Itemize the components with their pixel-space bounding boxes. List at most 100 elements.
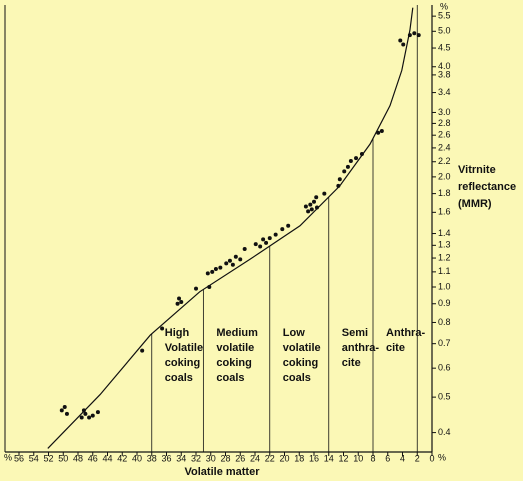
y-tick-label: 2.4 [438,142,451,152]
data-point [205,271,210,276]
region-label: coking [216,357,251,369]
data-point [261,237,266,242]
x-tick-label: 46 [88,453,98,463]
data-point [264,240,269,245]
data-point [354,156,359,161]
data-point [342,169,347,174]
region-label: Low [283,327,305,339]
data-point [210,269,215,274]
x-tick-label: 54 [29,453,39,463]
region-label: coals [216,372,244,384]
data-point [337,177,342,182]
x-tick-label: 42 [117,453,127,463]
y-tick-label: 2.8 [438,118,451,128]
data-point [308,202,313,207]
x-tick-label: 52 [44,453,54,463]
region-label: Anthra- [386,327,425,339]
data-point [267,236,272,241]
y-tick-label: 0.5 [438,392,451,402]
x-tick-label: 26 [235,453,245,463]
x-tick-label: 50 [58,453,68,463]
x-axis-label: Volatile matter [185,466,261,478]
y-tick-label: 0.7 [438,338,451,348]
x-tick-label: 0 [429,453,434,463]
y-tick-label: 1.6 [438,207,451,217]
x-tick-label: 2 [415,453,420,463]
y-tick-label: 1.3 [438,240,451,250]
x-unit: % [4,452,12,462]
x-tick-label: 36 [161,453,171,463]
y-tick-label: 0.8 [438,317,451,327]
data-point [175,301,180,306]
data-point [345,164,350,169]
data-point [309,207,314,212]
data-point [348,159,353,164]
data-point [213,267,218,272]
y-tick-label: 2.2 [438,156,451,166]
data-point [376,130,381,135]
data-point [286,223,291,228]
data-point [218,265,223,270]
y-tick-label: 3.4 [438,87,451,97]
x-tick-label: 32 [191,453,201,463]
data-point [194,286,199,291]
x-tick-label: 28 [220,453,230,463]
region-label: coals [165,372,193,384]
x-tick-label: 24 [250,453,260,463]
region-label: anthra- [342,342,380,354]
y-tick-label: 1.4 [438,228,451,238]
region-label: cite [342,357,361,369]
data-point [59,408,64,413]
y-tick-label: 1.8 [438,188,451,198]
fit-curve [47,7,414,449]
data-point [258,244,263,249]
x-tick-label: 30 [206,453,216,463]
region-label: coking [283,357,318,369]
y-tick-label: 1.2 [438,252,451,262]
region-label: coking [165,357,200,369]
data-point [90,413,95,418]
x-tick-label: 48 [73,453,83,463]
data-point [416,33,421,38]
y-tick-label: 0.4 [438,427,451,437]
data-point [253,242,258,247]
data-point [314,195,319,200]
y-tick-label: 1.0 [438,281,451,291]
y-tick-label: 3.0 [438,107,451,117]
data-point [140,348,145,353]
data-point [238,257,243,262]
x-tick-label: 20 [279,453,289,463]
data-point [303,204,308,209]
y-axis-label: (MMR) [458,198,492,210]
data-point [401,42,406,47]
data-point [177,296,182,301]
data-point [242,247,247,252]
data-point [64,411,69,416]
region-label: Medium [216,327,258,339]
y-tick-label: 2.6 [438,130,451,140]
y-tick-label: 2.0 [438,171,451,181]
data-point [398,38,403,43]
data-point [160,326,165,331]
y-axis-label: reflectance [458,181,516,193]
data-point [224,261,229,266]
data-point [227,258,232,263]
data-point [230,262,235,267]
x-tick-label: 38 [147,453,157,463]
region-label: Volatile [165,342,203,354]
data-point [306,209,311,214]
x-tick-label: 8 [370,453,375,463]
y-tick-label: 4.0 [438,61,451,71]
x-tick-label: 4 [400,453,405,463]
x-tick-label: 14 [324,453,334,463]
region-label: volatile [216,342,254,354]
x-tick-label: 10 [353,453,363,463]
x-tick-label: 22 [265,453,275,463]
y-axis-label: Vitrnite [458,164,496,176]
x-tick-label: 12 [338,453,348,463]
data-point [62,404,67,409]
y-tick-label: 0.9 [438,298,451,308]
region-label: volatile [283,342,321,354]
y-tick-label: 0.6 [438,363,451,373]
